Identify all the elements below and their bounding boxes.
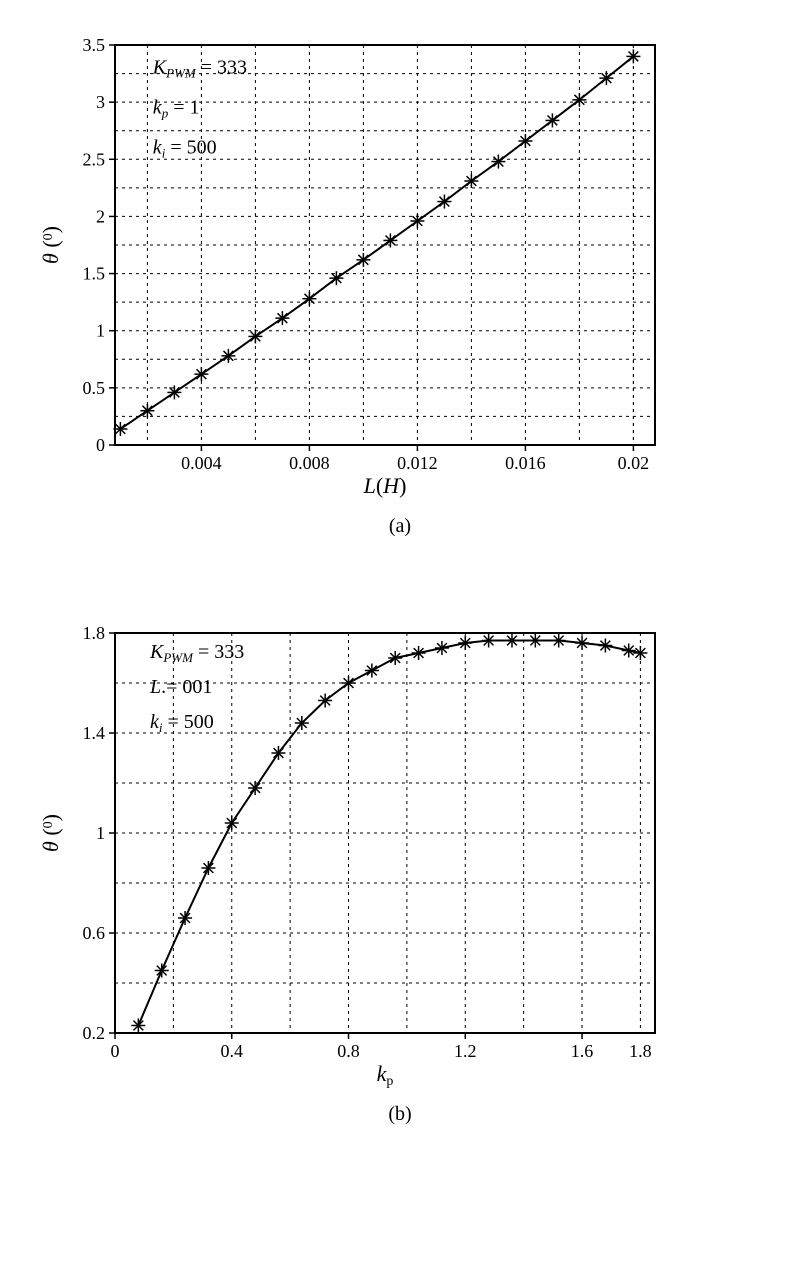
svg-text:0: 0: [96, 435, 105, 455]
svg-text:0.2: 0.2: [83, 1023, 106, 1043]
svg-text:1.4: 1.4: [83, 723, 106, 743]
svg-text:1.2: 1.2: [454, 1041, 477, 1061]
svg-text:1.8: 1.8: [83, 623, 106, 643]
svg-text:0.4: 0.4: [221, 1041, 244, 1061]
svg-text:θ (0): θ (0): [38, 814, 63, 852]
svg-text:kp: kp: [377, 1061, 394, 1088]
figure-a: 0.004 0.008 0.012 0.016 0.02 0 0.5 1 1.5 2 2.5 3 3.5…: [0, 0, 800, 558]
svg-text:2.5: 2.5: [83, 149, 106, 169]
svg-text:0.012: 0.012: [397, 453, 438, 473]
svg-text:kp = 1: kp = 1: [153, 97, 200, 121]
svg-text:3: 3: [96, 92, 105, 112]
svg-text:0: 0: [111, 1041, 120, 1061]
svg-text:0.016: 0.016: [505, 453, 546, 473]
svg-text:0.008: 0.008: [289, 453, 330, 473]
svg-text:3.5: 3.5: [83, 35, 106, 55]
svg-text:1.6: 1.6: [571, 1041, 594, 1061]
svg-text:0.5: 0.5: [83, 378, 106, 398]
svg-text:1.5: 1.5: [83, 264, 106, 284]
chart-b-svg: 0 0.4 0.8 1.2 1.6 1.8 0.2 0.6 1 1.4 1.8 kp θ (0) KPWM…: [30, 618, 680, 1088]
figure-b: 0 0.4 0.8 1.2 1.6 1.8 0.2 0.6 1 1.4 1.8 kp θ (0) KPWM…: [0, 588, 800, 1146]
chart-b-wrap: 0 0.4 0.8 1.2 1.6 1.8 0.2 0.6 1 1.4 1.8 kp θ (0) KPWM…: [30, 618, 770, 1088]
svg-text:0.004: 0.004: [181, 453, 222, 473]
svg-text:L.= 001: L.= 001: [149, 676, 212, 698]
svg-text:KPWM = 333: KPWM = 333: [152, 57, 247, 81]
chart-a-wrap: 0.004 0.008 0.012 0.016 0.02 0 0.5 1 1.5 2 2.5 3 3.5…: [30, 30, 770, 500]
svg-text:KPWM = 333: KPWM = 333: [149, 641, 244, 665]
caption-a: (a): [30, 515, 770, 538]
svg-text:1.8: 1.8: [629, 1041, 652, 1061]
svg-text:2: 2: [96, 206, 105, 226]
svg-text:1: 1: [96, 823, 105, 843]
svg-text:0.02: 0.02: [618, 453, 650, 473]
svg-text:θ (0): θ (0): [38, 226, 63, 264]
svg-text:0.8: 0.8: [337, 1041, 360, 1061]
caption-b: (b): [30, 1103, 770, 1126]
svg-text:1: 1: [96, 321, 105, 341]
svg-text:L(H): L(H): [363, 473, 407, 498]
chart-a-svg: 0.004 0.008 0.012 0.016 0.02 0 0.5 1 1.5 2 2.5 3 3.5…: [30, 30, 680, 500]
svg-text:0.6: 0.6: [83, 923, 106, 943]
